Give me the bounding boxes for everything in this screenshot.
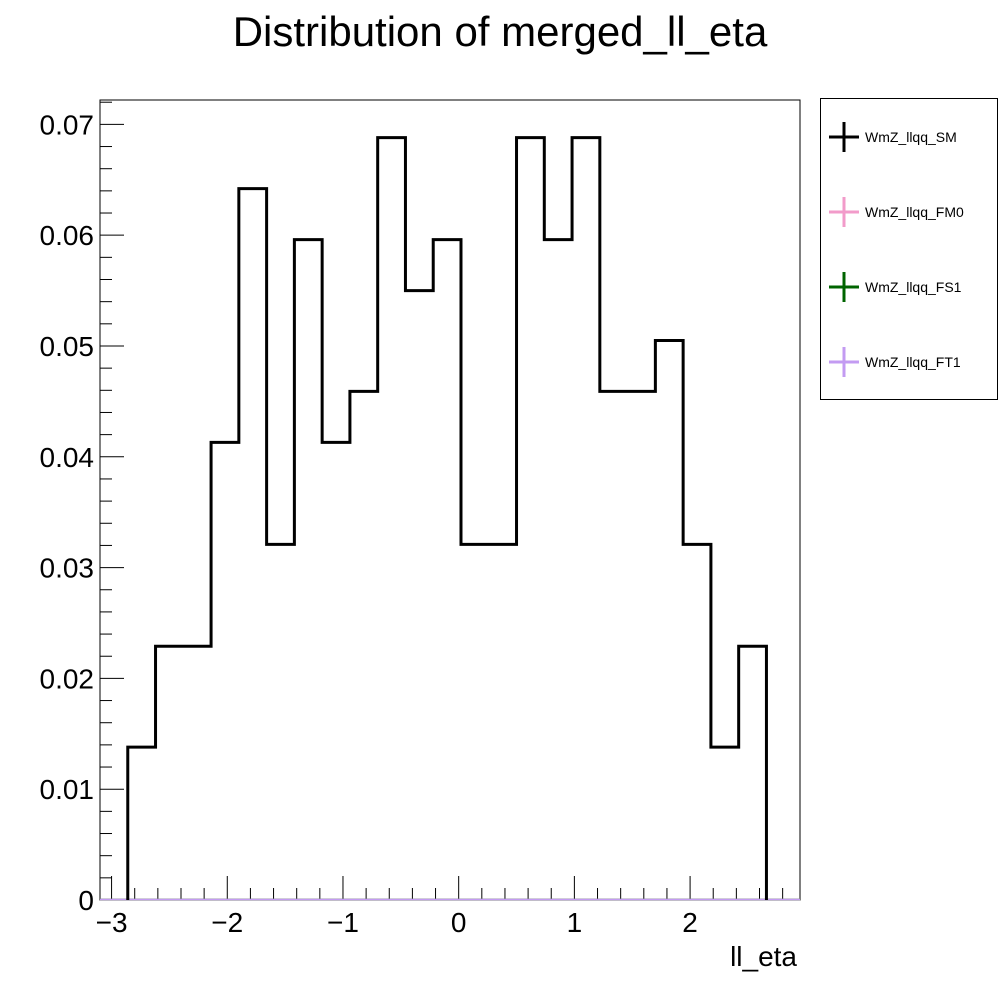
- y-tick-label: 0.01: [40, 774, 95, 805]
- x-axis-label: ll_eta: [730, 941, 797, 972]
- y-tick-label: 0: [78, 885, 94, 916]
- legend-label-fs1: WmZ_llqq_FS1: [865, 279, 962, 295]
- legend-marker-ft1: [829, 347, 859, 377]
- y-tick-label: 0.07: [40, 109, 95, 140]
- legend-marker-fm0: [829, 197, 859, 227]
- y-tick-label: 0.06: [40, 220, 95, 251]
- legend-marker-sm: [829, 122, 859, 152]
- x-tick-label: −2: [211, 907, 243, 938]
- legend-label-ft1: WmZ_llqq_FT1: [865, 354, 961, 370]
- plot-frame: [99, 99, 801, 901]
- legend-entry-fs1: WmZ_llqq_FS1: [821, 267, 997, 307]
- x-tick-label: −1: [327, 907, 359, 938]
- legend-label-sm: WmZ_llqq_SM: [865, 129, 957, 145]
- legend-entry-ft1: WmZ_llqq_FT1: [821, 342, 997, 382]
- y-tick-label: 0.05: [40, 331, 95, 362]
- y-tick-label: 0.03: [40, 553, 95, 584]
- chart-title: Distribution of merged_ll_eta: [233, 8, 768, 55]
- x-tick-label: 2: [682, 907, 698, 938]
- histogram-line-0: [126, 136, 768, 900]
- series-layer: [100, 136, 800, 901]
- legend-entry-sm: WmZ_llqq_SM: [821, 117, 997, 157]
- legend: WmZ_llqq_SM WmZ_llqq_FM0 WmZ_llqq_FS1 Wm…: [820, 98, 998, 400]
- y-axis: 0 0.01 0.02 0.03 0.04 0.05 0.06 0.07: [40, 101, 124, 916]
- legend-marker-fs1: [829, 272, 859, 302]
- legend-entry-fm0: WmZ_llqq_FM0: [821, 192, 997, 232]
- x-tick-label: −3: [96, 907, 128, 938]
- legend-label-fm0: WmZ_llqq_FM0: [865, 204, 964, 220]
- x-tick-label: 0: [451, 907, 467, 938]
- y-tick-label: 0.02: [40, 663, 95, 694]
- x-tick-label: 1: [567, 907, 583, 938]
- y-tick-label: 0.04: [40, 442, 95, 473]
- x-axis: −3 −2 −1 0 1 2: [96, 876, 784, 938]
